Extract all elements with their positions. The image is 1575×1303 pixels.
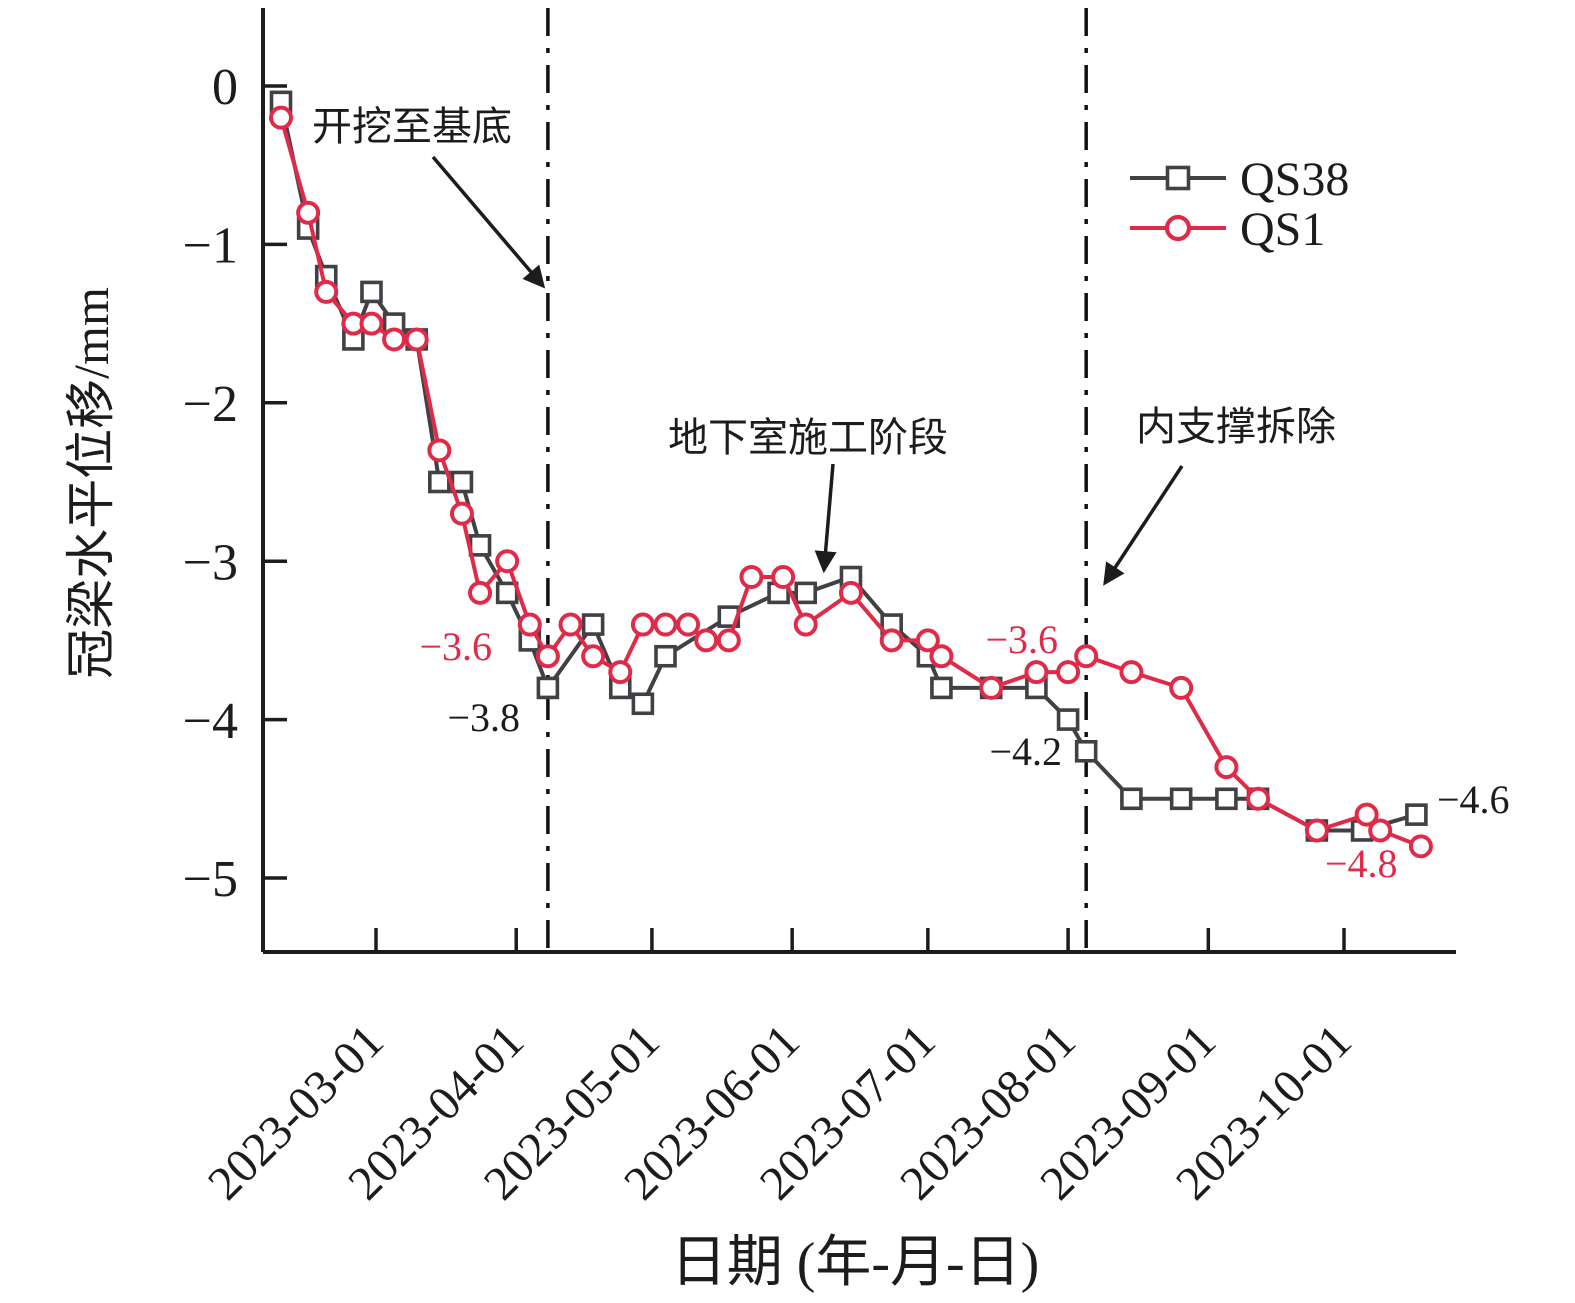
square-marker <box>1056 708 1080 731</box>
circle-marker <box>449 501 474 526</box>
circle-marker <box>630 612 655 637</box>
y-tick-label: −1 <box>183 218 238 275</box>
circle-marker <box>929 644 954 669</box>
square-marker <box>536 676 560 700</box>
circle-marker <box>427 438 452 463</box>
circle-marker <box>314 279 339 304</box>
square-marker <box>468 534 492 557</box>
value-label-qs1: −3.6 <box>985 617 1058 662</box>
square-marker <box>428 470 451 494</box>
circle-marker <box>653 612 678 637</box>
value-label-qs38: −4.6 <box>1437 777 1510 822</box>
square-marker <box>1405 803 1428 826</box>
circle-marker <box>359 311 384 336</box>
legend-label-qs1: QS1 <box>1240 203 1325 256</box>
y-tick-label: −2 <box>183 376 238 433</box>
square-marker <box>581 613 605 636</box>
callout-arrow <box>1103 465 1184 586</box>
y-tick-label: −5 <box>183 851 238 908</box>
y-tick-label: −4 <box>183 693 238 750</box>
square-marker <box>1074 739 1098 763</box>
circle-marker <box>739 565 764 590</box>
callout-label: 开挖至基底 <box>312 104 512 149</box>
circle-marker <box>468 580 493 605</box>
circle-marker <box>517 612 542 637</box>
circle-marker <box>1408 834 1433 859</box>
circle-marker <box>382 327 407 352</box>
callout-label: 地下室施工阶段 <box>668 415 948 460</box>
y-tick-label: 0 <box>212 59 238 116</box>
square-marker <box>360 280 383 304</box>
value-label-qs1: −4.8 <box>1325 841 1398 886</box>
circle-marker <box>1214 755 1239 780</box>
circle-marker <box>495 549 520 574</box>
circle-marker <box>1246 786 1271 811</box>
value-label-qs38: −4.2 <box>989 729 1062 774</box>
square-marker <box>794 581 818 605</box>
circle-marker <box>1354 802 1379 827</box>
square-marker <box>450 470 474 494</box>
circle-marker <box>1056 660 1081 685</box>
circle-marker <box>535 644 560 669</box>
circle-marker <box>716 628 741 653</box>
circle-marker <box>1169 675 1194 700</box>
circle-marker <box>793 612 818 637</box>
circle-marker <box>1024 660 1049 685</box>
x-axis-title: 日期 (年-月-日) <box>671 1232 1040 1294</box>
circle-marker <box>608 660 633 685</box>
circle-marker <box>558 612 583 637</box>
square-marker <box>930 676 953 700</box>
circle-marker <box>676 612 701 637</box>
value-label-qs38: −3.8 <box>447 695 520 740</box>
circle-marker <box>879 628 904 653</box>
circle-marker <box>581 644 606 669</box>
legend-label-qs38: QS38 <box>1240 153 1349 206</box>
circle-marker <box>979 675 1004 700</box>
circle-marker <box>838 580 863 605</box>
circle-marker <box>269 105 294 130</box>
square-marker <box>1120 787 1143 811</box>
circle-marker <box>1368 818 1393 843</box>
square-marker <box>631 692 655 716</box>
square-marker <box>654 644 677 668</box>
circle-marker <box>296 200 321 225</box>
square-marker <box>1169 787 1193 811</box>
circle-marker <box>1304 818 1329 843</box>
legend-square-marker <box>1165 165 1191 191</box>
circle-marker <box>771 565 796 590</box>
value-label-qs1: −3.6 <box>419 624 492 669</box>
y-tick-label: −3 <box>183 534 238 591</box>
callout-arrow <box>431 155 546 289</box>
legend-circle-marker <box>1164 214 1192 242</box>
square-marker <box>1215 787 1238 811</box>
circle-marker <box>915 628 940 653</box>
circle-marker <box>1119 660 1144 685</box>
square-marker <box>495 581 519 605</box>
y-axis-title: 冠梁水平位移/mm <box>63 287 119 679</box>
circle-marker <box>1074 644 1099 669</box>
circle-marker <box>694 628 719 653</box>
circle-marker <box>404 327 429 352</box>
callout-label: 内支撑拆除 <box>1136 404 1336 449</box>
callout-arrow <box>814 463 837 574</box>
